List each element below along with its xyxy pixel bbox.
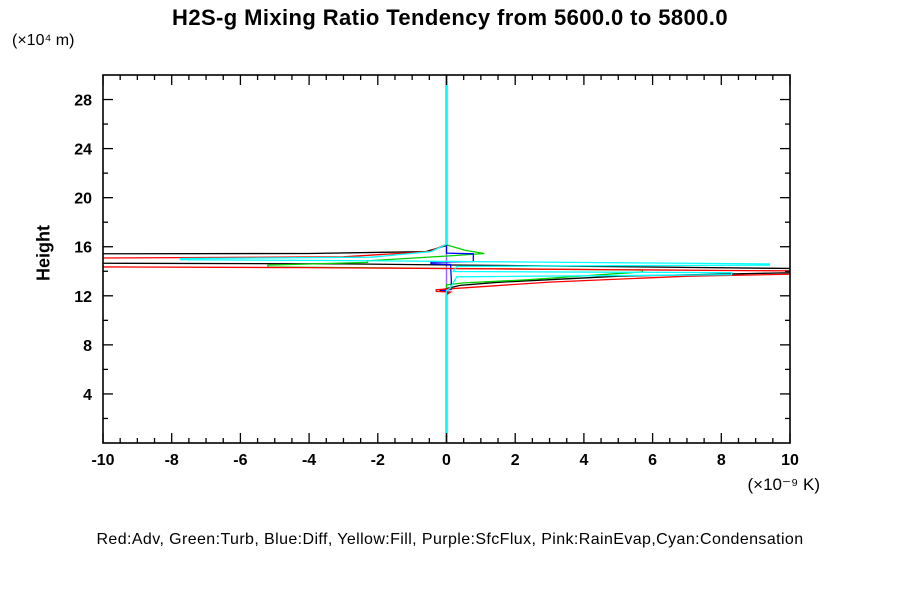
x-tick-label: 8 bbox=[717, 452, 726, 469]
x-tick-label: 10 bbox=[781, 452, 799, 469]
y-tick-label: 4 bbox=[83, 387, 92, 404]
chart-title: H2S-g Mixing Ratio Tendency from 5600.0 … bbox=[172, 5, 728, 30]
series-turb-line bbox=[267, 75, 643, 443]
y-tick-label: 28 bbox=[74, 93, 92, 110]
series-adv-line bbox=[103, 75, 790, 443]
x-tick-label: -6 bbox=[233, 452, 247, 469]
x-tick-label: 2 bbox=[511, 452, 520, 469]
y-tick-label: 16 bbox=[74, 240, 92, 257]
y-tick-label: 8 bbox=[83, 338, 92, 355]
axis-ticks bbox=[102, 75, 791, 443]
x-tick-label: -10 bbox=[91, 452, 114, 469]
series-condensation-line bbox=[179, 75, 771, 443]
x-tick-label: -8 bbox=[165, 452, 179, 469]
y-tick-label: 12 bbox=[74, 289, 92, 306]
x-tick-label: -2 bbox=[371, 452, 385, 469]
y-tick-label: 24 bbox=[74, 142, 92, 159]
x-tick-label: -4 bbox=[302, 452, 316, 469]
series-lines bbox=[103, 75, 790, 443]
x-axis-unit-label: (×10⁻⁹ K) bbox=[747, 475, 820, 494]
y-tick-label: 20 bbox=[74, 191, 92, 208]
x-tick-label: 0 bbox=[442, 452, 451, 469]
y-axis-unit-label: (×10⁴ m) bbox=[12, 32, 75, 49]
series-diff-line bbox=[430, 75, 474, 443]
series-color-legend: Red:Adv, Green:Turb, Blue:Diff, Yellow:F… bbox=[96, 531, 804, 548]
x-tick-label: 6 bbox=[648, 452, 657, 469]
x-tick-label: 4 bbox=[579, 452, 588, 469]
